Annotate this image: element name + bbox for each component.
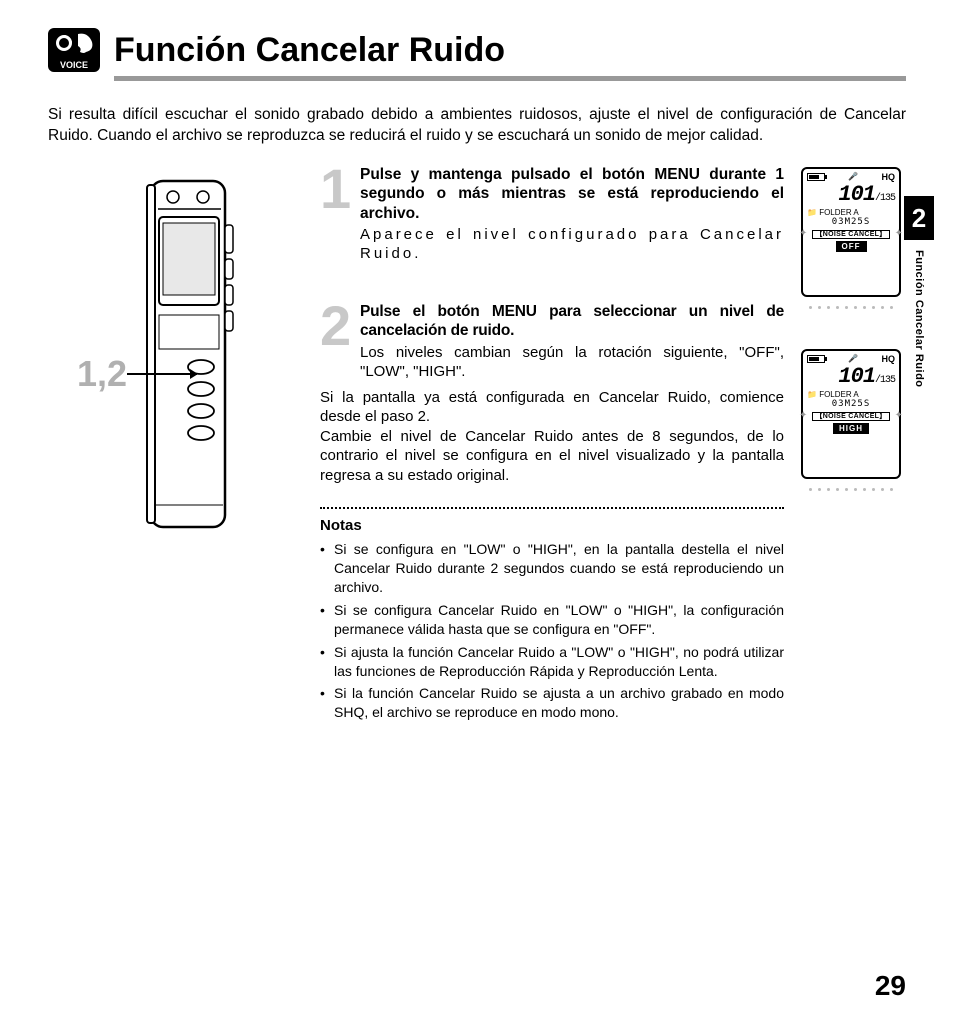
chapter-label: Función Cancelar Ruido	[913, 250, 925, 388]
lcd-column: 🎤HQ 101/135 📁 FOLDER A 03M25S ✦ 【NOISE C…	[796, 165, 906, 726]
step-2-title: Pulse el botón MENU para seleccionar un …	[360, 302, 784, 341]
lcd-screen-high: 🎤HQ 101/135 📁 FOLDER A 03M25S ✦ 【NOISE C…	[801, 349, 901, 479]
note-item: Si la función Cancelar Ruido se ajusta a…	[320, 684, 784, 722]
callout-number: 1,2	[77, 353, 127, 395]
intro-paragraph: Si resulta difícil escuchar el sonido gr…	[48, 105, 906, 147]
flash-mark: ✦	[895, 228, 903, 239]
lcd-mode-off: OFF	[836, 241, 867, 252]
lcd-time: 03M25S	[807, 217, 895, 227]
step-1: 1 Pulse y mantenga pulsado el botón MENU…	[320, 165, 784, 264]
step-callout: 1,2	[77, 353, 197, 395]
note-item: Si se configura en "LOW" o "HIGH", en la…	[320, 540, 784, 597]
step-2-desc: Los niveles cambian según la rotación si…	[360, 343, 784, 382]
lcd-folder: 📁 FOLDER A	[807, 390, 895, 399]
notes-list: Si se configura en "LOW" o "HIGH", en la…	[320, 540, 784, 722]
svg-text:VOICE: VOICE	[60, 60, 88, 70]
menu-keyword: MENU	[654, 166, 700, 183]
lcd-file-number: 101/135	[807, 184, 895, 206]
step-2-number: 2	[320, 302, 354, 382]
notes-title: Notas	[320, 517, 784, 534]
note-item: Si se configura Cancelar Ruido en "LOW" …	[320, 601, 784, 639]
lcd-file-number: 101/135	[807, 366, 895, 388]
voice-icon: VOICE	[48, 28, 100, 72]
callout-arrow	[127, 373, 197, 375]
notes-separator	[320, 507, 784, 509]
step-2: 2 Pulse el botón MENU para seleccionar u…	[320, 302, 784, 382]
step-1-title-pre: Pulse y mantenga pulsado el botón	[360, 166, 654, 183]
title-rule	[114, 76, 906, 81]
step-2-title-pre: Pulse el botón	[360, 303, 492, 320]
lcd-screen-off: 🎤HQ 101/135 📁 FOLDER A 03M25S ✦ 【NOISE C…	[801, 167, 901, 297]
main-content: 1,2 1 Pulse y mantenga pulsado el botón …	[48, 165, 906, 726]
device-column: 1,2	[48, 165, 308, 726]
battery-icon	[807, 355, 825, 363]
lcd-quality: HQ	[882, 172, 896, 182]
page-header: VOICE Función Cancelar Ruido	[48, 28, 906, 72]
page-number: 29	[875, 970, 906, 1002]
page-title: Función Cancelar Ruido	[114, 31, 505, 70]
battery-icon	[807, 173, 825, 181]
side-tab: 2 Función Cancelar Ruido	[904, 196, 934, 388]
lcd-time: 03M25S	[807, 399, 895, 409]
step-1-desc: Aparece el nivel configurado para Cancel…	[360, 225, 784, 264]
flash-mark: ✦	[895, 410, 903, 421]
lcd-mode-high: HIGH	[833, 423, 869, 434]
lcd-folder: 📁 FOLDER A	[807, 208, 895, 217]
device-illustration: 1,2	[103, 175, 253, 540]
flash-mark: ✦	[799, 410, 807, 421]
menu-keyword: MENU	[492, 303, 537, 320]
lcd-noise-cancel-label: 【NOISE CANCEL】	[812, 230, 889, 239]
steps-column: 1 Pulse y mantenga pulsado el botón MENU…	[320, 165, 784, 726]
step-1-title: Pulse y mantenga pulsado el botón MENU d…	[360, 165, 784, 223]
lcd-noise-cancel-label: 【NOISE CANCEL】	[812, 412, 889, 421]
note-item: Si ajusta la función Cancelar Ruido a "L…	[320, 643, 784, 681]
step-1-number: 1	[320, 165, 354, 264]
lcd-quality: HQ	[882, 354, 896, 364]
flash-mark: ✦	[799, 228, 807, 239]
chapter-number: 2	[904, 196, 934, 240]
step-followup: Si la pantalla ya está configurada en Ca…	[320, 388, 784, 486]
